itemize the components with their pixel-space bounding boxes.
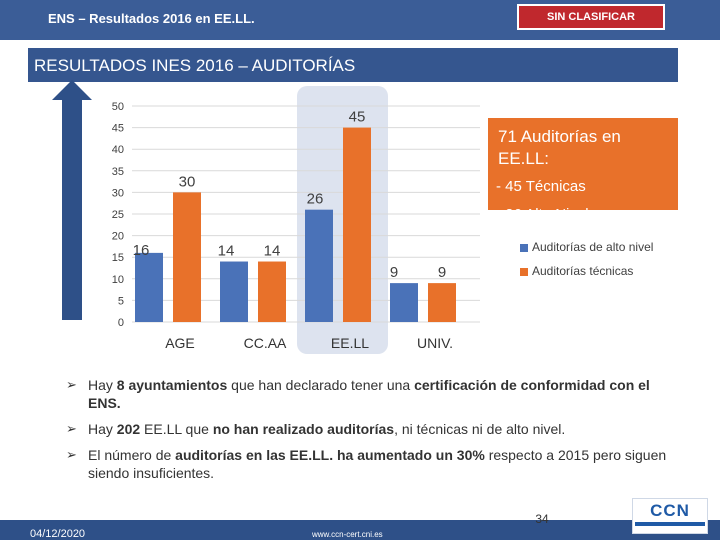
data-label: 16 xyxy=(133,242,150,259)
x-category-label: UNIV. xyxy=(417,335,453,351)
bar-alto-nivel xyxy=(220,261,248,322)
section-title: RESULTADOS INES 2016 – AUDITORÍAS xyxy=(34,56,356,75)
footer-date: 04/12/2020 xyxy=(30,528,86,540)
y-tick-label: 40 xyxy=(112,144,124,156)
section-title-bar: RESULTADOS INES 2016 – AUDITORÍAS xyxy=(28,48,678,82)
data-label: 30 xyxy=(179,173,196,190)
y-tick-label: 0 xyxy=(118,317,124,329)
bullet-text-run: certificación de conformidad con el ENS. xyxy=(88,377,650,411)
bar-tecnicas xyxy=(428,283,456,322)
classification-badge: SIN CLASIFICAR xyxy=(517,4,665,30)
bar-chart: 0 5 10 15 20 25 30 35 40 45 50 16 30 AGE 14 14 CC.AA 26 45… xyxy=(52,80,480,354)
y-tick-label: 5 xyxy=(118,295,124,307)
legend-item-tecnicas: Auditorías técnicas xyxy=(520,264,710,278)
header-bar: ENS – Resultados 2016 en EE.LL. SIN CLAS… xyxy=(0,0,720,40)
y-tick-label: 15 xyxy=(112,252,124,264)
bullet-text-run: , ni técnicas ni de alto nivel. xyxy=(394,421,566,437)
data-label: 45 xyxy=(349,109,366,126)
bar-tecnicas xyxy=(173,192,201,322)
legend-swatch-alto-nivel xyxy=(520,243,528,252)
bar-alto-nivel xyxy=(390,283,418,322)
bar-alto-nivel xyxy=(305,209,333,322)
bullet-text-run: Hay xyxy=(88,421,117,437)
page-number: 34 xyxy=(535,512,549,526)
data-label: 9 xyxy=(390,264,398,281)
y-tick-label: 20 xyxy=(112,231,124,243)
bar-tecnicas xyxy=(343,127,371,322)
y-tick-label: 45 xyxy=(112,123,124,135)
logo-text: CCN xyxy=(650,501,690,520)
ccn-logo: CCN xyxy=(632,498,708,534)
bullet-item: ➢ El número de auditorías en las EE.LL. h… xyxy=(66,446,686,482)
axis-arrow-shaft xyxy=(62,98,82,320)
x-category-label: CC.AA xyxy=(244,335,287,351)
bullet-text-run: no han realizado auditorías xyxy=(212,421,395,437)
y-tick-label: 30 xyxy=(112,187,124,199)
legend-item-alto-nivel: Auditorías de alto nivel xyxy=(520,240,710,254)
bar-alto-nivel xyxy=(135,252,163,322)
bullet-text-run: El número de xyxy=(88,447,176,463)
bullet-list: ➢ Hay 8 ayuntamientos que han declarado t… xyxy=(66,376,686,490)
footer-bar: 04/12/2020 www.ccn-cert.cni.es xyxy=(0,520,720,540)
footer-url[interactable]: www.ccn-cert.cni.es xyxy=(312,530,383,539)
data-label: 9 xyxy=(438,264,446,281)
logo-underline xyxy=(635,522,705,526)
legend-label: Auditorías de alto nivel xyxy=(532,240,654,254)
bullet-item: ➢ Hay 202 EE.LL que no han realizado audi… xyxy=(66,420,686,438)
y-tick-label: 50 xyxy=(112,101,124,113)
y-tick-label: 35 xyxy=(112,166,124,178)
y-tick-label: 25 xyxy=(112,209,124,221)
arrow-bullet-icon: ➢ xyxy=(66,447,77,462)
info-box-title: 71 Auditorías en EE.LL: xyxy=(498,127,621,168)
arrow-bullet-icon: ➢ xyxy=(66,421,77,436)
bullet-text-run: Hay xyxy=(88,377,117,393)
data-label: 14 xyxy=(218,243,235,260)
bullet-text-run: respecto a 2015 pero siguen siendo insuf… xyxy=(88,447,667,481)
header-title: ENS – Resultados 2016 en EE.LL. xyxy=(48,11,255,26)
bar-tecnicas xyxy=(258,261,286,322)
data-label: 14 xyxy=(264,243,281,260)
bullet-text-run: 202 xyxy=(116,421,141,437)
bullet-text-run: 8 ayuntamientos xyxy=(116,377,228,393)
bullet-text-run: auditorías en las EE.LL. ha aumentado un… xyxy=(175,447,485,463)
legend-label: Auditorías técnicas xyxy=(532,264,634,278)
bullet-item: ➢ Hay 8 ayuntamientos que han declarado t… xyxy=(66,376,686,412)
info-box-line: - 45 Técnicas xyxy=(496,178,586,195)
axis-arrow-head xyxy=(52,80,92,100)
data-label: 26 xyxy=(307,191,324,208)
bullet-text-run: EE.LL que xyxy=(140,421,213,437)
x-category-label: AGE xyxy=(165,335,195,351)
info-box-line: - 26 Alto Nivel xyxy=(496,206,589,223)
y-tick-label: 10 xyxy=(112,274,124,286)
bullet-text-run: que han declarado tener una xyxy=(227,377,415,393)
info-box: 71 Auditorías en EE.LL: - 45 Técnicas - … xyxy=(488,118,678,223)
arrow-bullet-icon: ➢ xyxy=(66,377,77,392)
x-category-label: EE.LL xyxy=(331,335,369,351)
legend-swatch-tecnicas xyxy=(520,267,528,276)
